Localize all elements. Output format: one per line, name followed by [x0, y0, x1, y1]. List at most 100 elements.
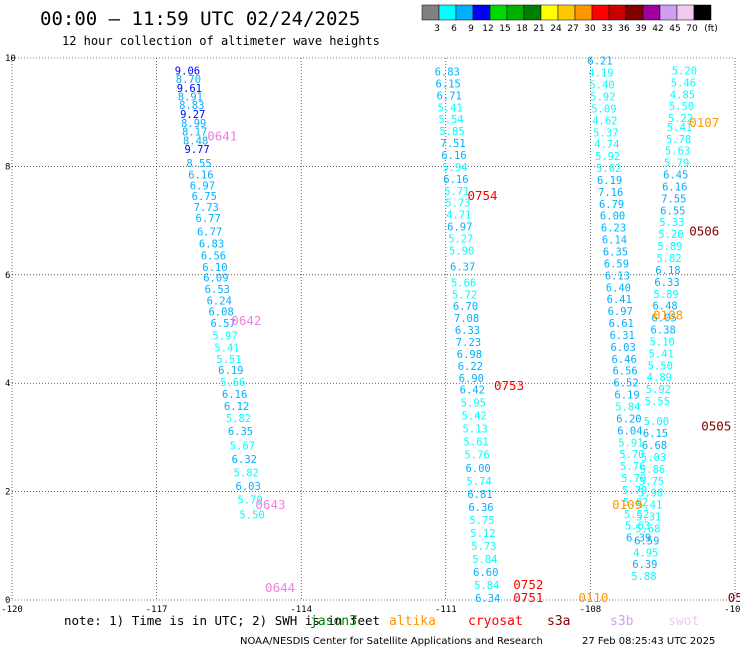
wave-height-label: 6.12 — [224, 401, 249, 413]
wave-height-label: 5.97 — [212, 331, 237, 343]
wave-height-label: 6.20 — [616, 413, 641, 425]
wave-height-label: 5.79 — [664, 158, 689, 170]
colorbar-swatch — [523, 4, 542, 21]
wave-height-label: 6.35 — [603, 246, 628, 258]
colorbar-tick-label: 9 — [468, 24, 474, 34]
wave-height-label: 5.95 — [461, 398, 486, 410]
wave-height-label: 6.04 — [617, 425, 642, 437]
wave-height-label: 4.71 — [446, 210, 471, 222]
wave-height-label: 6.33 — [455, 325, 480, 337]
satellite-legend-s3a: s3a — [547, 614, 570, 629]
wave-height-label: 6.15 — [643, 428, 668, 440]
wave-height-label: 5.62 — [596, 163, 621, 175]
wave-height-label: 5.68 — [635, 523, 660, 535]
wave-height-label: 5.41 — [637, 500, 662, 512]
pass-time-label: 0108 — [653, 307, 683, 322]
wave-height-label: 7.73 — [194, 202, 219, 214]
wave-height-label: 8.91 — [178, 91, 203, 103]
y-tick-label: 8 — [5, 162, 10, 172]
wave-height-label: 5.84 — [615, 402, 640, 414]
pass-time-label: 0107 — [689, 115, 719, 130]
wave-height-label: 6.83 — [435, 67, 460, 79]
wave-height-label: 5.13 — [463, 424, 488, 436]
pass-time-label: 0641 — [207, 129, 237, 144]
wave-height-label: 6.10 — [202, 262, 227, 274]
pass-time-label: 0642 — [231, 313, 261, 328]
wave-height-label: 5.78 — [666, 134, 691, 146]
wave-height-label: 5.54 — [438, 114, 463, 126]
wave-height-label: 5.46 — [671, 77, 696, 89]
colorbar-tick-label: 70 — [686, 24, 698, 34]
wave-height-label: 5.55 — [645, 396, 670, 408]
wave-height-label: 5.41 — [214, 342, 239, 354]
pass-time-label: 0505 — [701, 419, 731, 434]
wave-height-label: 5.84 — [472, 554, 497, 566]
pass-time-label: 0506 — [689, 223, 719, 238]
footnote: note: 1) Time is in UTC; 2) SWH is in fe… — [64, 613, 380, 628]
wave-height-label: 8.17 — [182, 127, 207, 139]
colorbar-swatch — [659, 4, 678, 21]
wave-height-label: 6.32 — [232, 454, 257, 466]
wave-height-label: 5.00 — [644, 416, 669, 428]
pass-time-label: 0751 — [513, 590, 543, 605]
wave-height-label: 5.66 — [220, 377, 245, 389]
wave-height-label: 5.03 — [641, 452, 666, 464]
wave-height-label: 5.88 — [631, 571, 656, 583]
wave-height-label: 5.50 — [239, 509, 264, 521]
satellite-legend-swot: swot — [668, 614, 699, 629]
colorbar-tick-label: 42 — [652, 24, 663, 34]
wave-height-label: 6.16 — [662, 181, 687, 193]
wave-height-label: 6.24 — [207, 295, 232, 307]
wave-height-label: 6.00 — [465, 463, 490, 475]
colorbar-tick-label: 15 — [499, 24, 510, 34]
satellite-legend-altika: altika — [389, 614, 436, 629]
wave-height-label: 6.19 — [218, 365, 243, 377]
wave-height-label: 6.35 — [228, 426, 253, 438]
wave-height-label: 5.61 — [464, 437, 489, 449]
chart-subtitle: 12 hour collection of altimeter wave hei… — [62, 34, 380, 48]
wave-height-label: 9.61 — [177, 83, 202, 95]
pass-time-label: 05 — [728, 590, 740, 605]
wave-height-label: 6.71 — [437, 90, 462, 102]
colorbar-swatch — [693, 4, 712, 21]
colorbar-swatch — [455, 4, 474, 21]
colorbar-swatch — [676, 4, 695, 21]
colorbar-tick-label: 12 — [482, 24, 493, 34]
wave-height-label: 5.98 — [638, 488, 663, 500]
wave-height-label: 6.23 — [601, 223, 626, 235]
colorbar-tick-label: 39 — [635, 24, 647, 34]
wave-height-label: 5.51 — [216, 354, 241, 366]
wave-height-label: 6.39 — [632, 559, 657, 571]
wave-height-label: 6.19 — [614, 390, 639, 402]
colorbar-swatch — [540, 4, 559, 21]
wave-height-label: 6.19 — [597, 175, 622, 187]
wave-height-label: 9.27 — [180, 109, 205, 121]
wave-height-label: 6.75 — [192, 191, 217, 203]
wave-height-label: 6.59 — [634, 535, 659, 547]
wave-height-label: 6.21 — [587, 56, 612, 68]
wave-height-label: 6.34 — [475, 593, 500, 605]
wave-height-label: 8.48 — [183, 135, 208, 147]
wave-height-label: 5.50 — [648, 360, 673, 372]
wave-height-label: 6.77 — [197, 226, 222, 238]
wave-height-label: 4.85 — [670, 89, 695, 101]
wave-height-label: 6.45 — [663, 170, 688, 182]
wave-height-label: 6.38 — [651, 325, 676, 337]
colorbar-tick-label: 45 — [669, 24, 680, 34]
colorbar-tick-label: 3 — [434, 24, 440, 34]
wave-height-label: 9.06 — [175, 65, 200, 77]
wave-height-label: 6.33 — [654, 277, 679, 289]
plot-grid — [11, 57, 736, 601]
colorbar-tick-label: 6 — [451, 24, 457, 34]
colorbar-tick-label: 24 — [550, 24, 562, 34]
wave-height-label: 6.48 — [652, 301, 677, 313]
wave-height-label: 6.16 — [441, 150, 466, 162]
colorbar-swatch — [642, 4, 661, 21]
wave-height-label: 6.03 — [236, 481, 261, 493]
colorbar-tick-label: 27 — [567, 24, 578, 34]
wave-height-label: 5.62 — [623, 497, 648, 509]
plot-axes: -120 -117 -114 -111 -108 -105 0 2 4 6 8 10 — [1, 54, 740, 615]
wave-height-label: 8.83 — [179, 100, 204, 112]
